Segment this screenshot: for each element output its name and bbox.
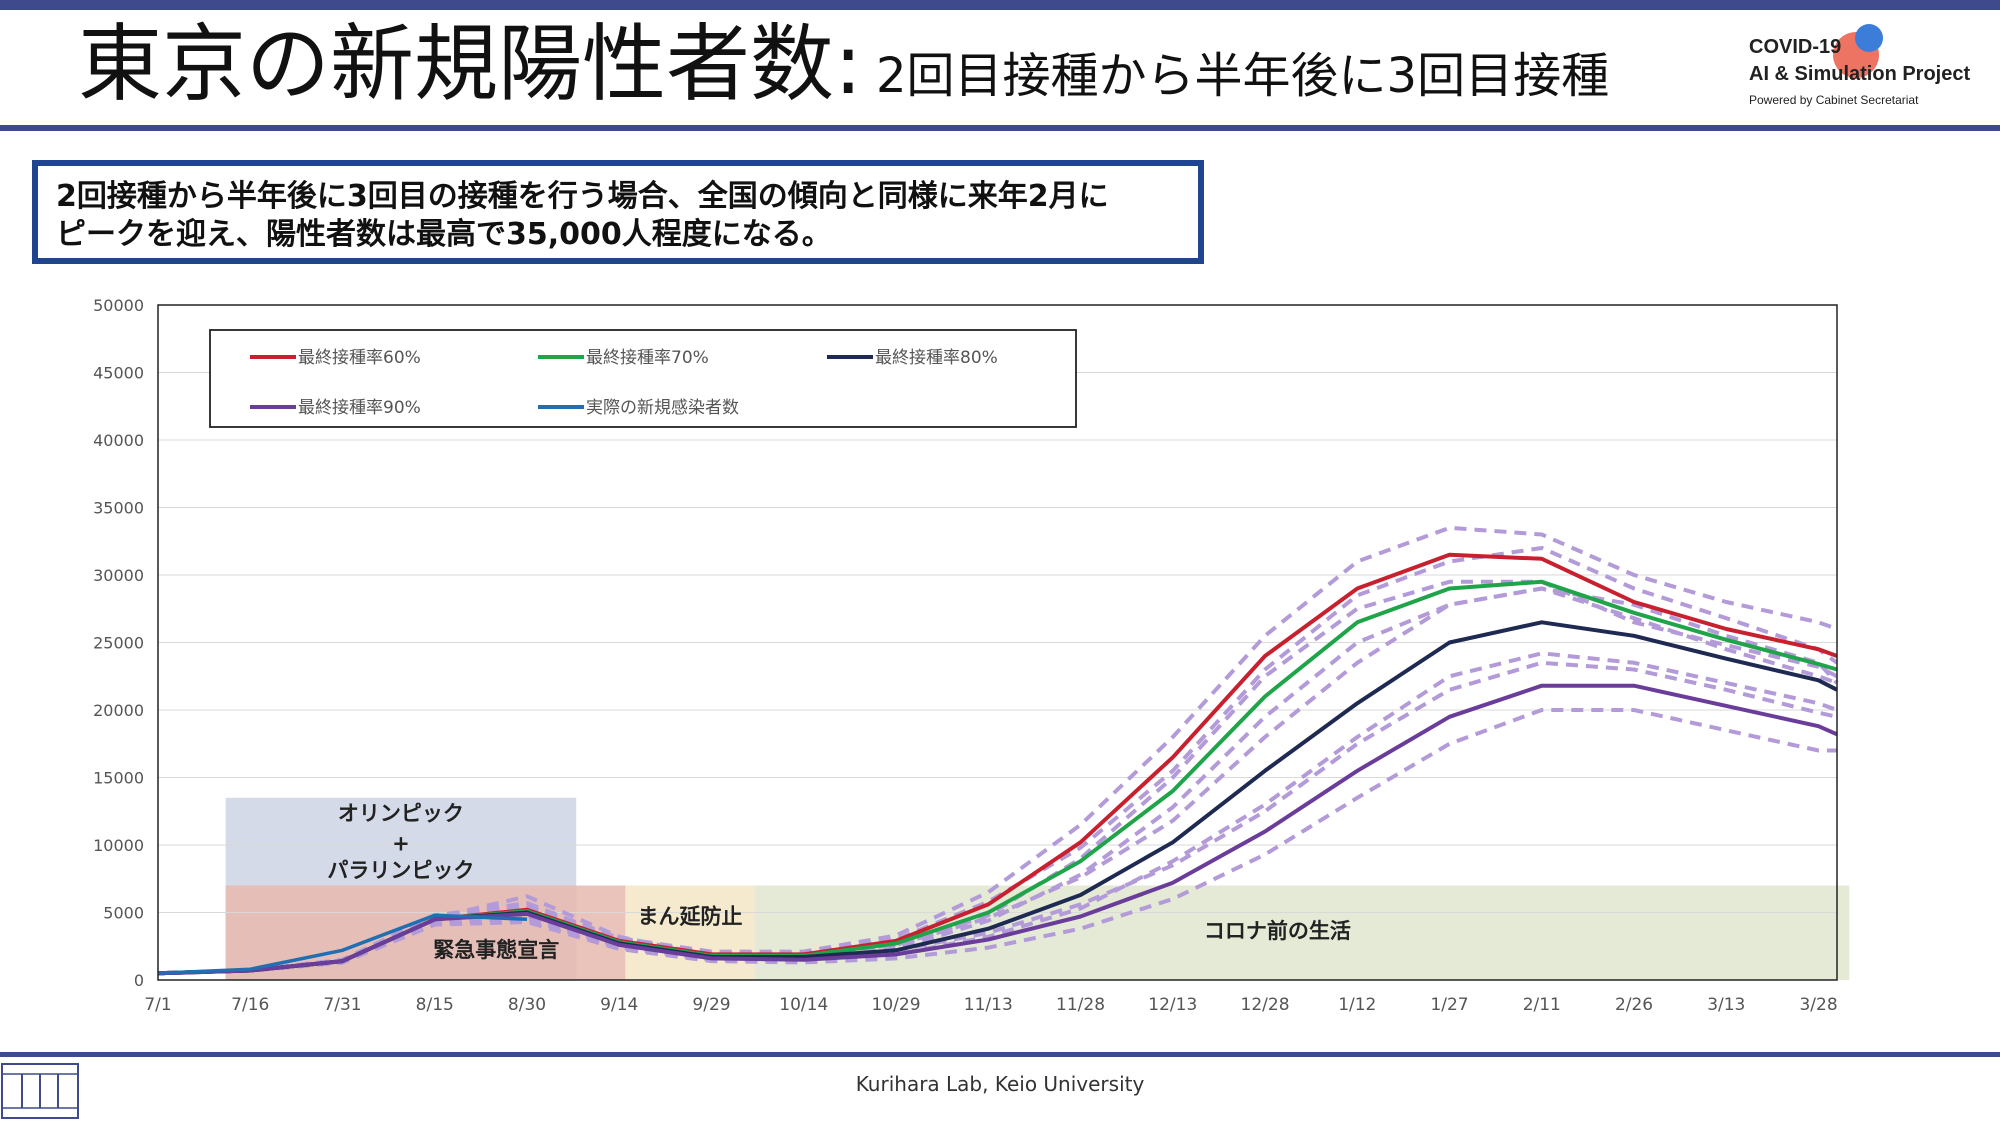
case-projection-chart: 0 5000 10000 15000 20000 25000 30000 35000 40000…	[60, 285, 1940, 1045]
x-tick-label: 7/16	[231, 995, 269, 1015]
plot-border	[157, 304, 1838, 981]
legend-label-actual: 実際の新規感染者数	[586, 398, 739, 418]
logo-line-2: AI & Simulation Project	[1749, 63, 1971, 85]
x-tick-label: 9/29	[692, 995, 730, 1015]
summary-line-1: 2回接種から半年後に3回目の接種を行う場合、全国の傾向と同様に来年2月に	[56, 179, 1109, 214]
x-tick-label: 12/13	[1148, 995, 1197, 1015]
title-divider	[0, 125, 2000, 131]
x-tick-label: 3/13	[1707, 995, 1745, 1015]
olympics-label-1: オリンピック	[338, 802, 464, 826]
summary-text: 2回接種から半年後に3回目の接種を行う場合、全国の傾向と同様に来年2月に ピーク…	[56, 178, 1109, 254]
region-preventive	[625, 885, 755, 980]
y-tick-label: 10000	[93, 836, 144, 855]
emergency-label: 緊急事態宣言	[433, 938, 559, 962]
lab-logo	[0, 1060, 80, 1122]
x-tick-label: 1/27	[1430, 995, 1468, 1015]
x-tick-label: 11/28	[1056, 995, 1105, 1015]
logo-blue-dot-icon	[1855, 24, 1883, 52]
lab-logo-icon	[1, 1063, 79, 1119]
x-tick-label: 3/28	[1799, 995, 1837, 1015]
project-logo: COVID-19 AI & Simulation Project Powered…	[1745, 24, 1985, 114]
top-accent-bar	[0, 0, 2000, 10]
y-tick-label: 25000	[93, 634, 144, 653]
olympics-label-2: +	[392, 831, 410, 855]
legend-label-rate60: 最終接種率60%	[298, 348, 421, 368]
y-tick-label: 5000	[103, 904, 144, 923]
y-tick-label: 15000	[93, 769, 144, 788]
summary-callout: 2回接種から半年後に3回目の接種を行う場合、全国の傾向と同様に来年2月に ピーク…	[32, 160, 1204, 264]
y-tick-label: 40000	[93, 431, 144, 450]
x-tick-label: 11/13	[964, 995, 1013, 1015]
logo-line-1: COVID-19	[1749, 36, 1842, 58]
footer-credit: Kurihara Lab, Keio University	[855, 1072, 1145, 1096]
legend-label-rate70: 最終接種率70%	[586, 348, 709, 368]
y-tick-label: 0	[134, 971, 144, 990]
y-tick-label: 30000	[93, 566, 144, 585]
series-line-rate90	[157, 683, 1838, 976]
series-line-actual	[157, 913, 528, 976]
olympics-label-3: パラリンピック	[327, 858, 474, 882]
x-tick-label: 2/11	[1523, 995, 1561, 1015]
chart-canvas: 0 5000 10000 15000 20000 25000 30000 35000 40000…	[93, 296, 1850, 1015]
y-tick-label: 50000	[93, 296, 144, 315]
x-tick-label: 9/14	[600, 995, 638, 1015]
normal-life-label: コロナ前の生活	[1204, 919, 1351, 943]
logo-line-3: Powered by Cabinet Secretariat	[1749, 93, 1919, 107]
legend-label-rate90: 最終接種率90%	[298, 398, 421, 418]
summary-line-2: ピークを迎え、陽性者数は最高で35,000人程度になる。	[56, 217, 832, 252]
legend-box	[209, 329, 1077, 428]
preventive-label: まん延防止	[637, 904, 742, 928]
x-tick-label: 10/29	[872, 995, 921, 1015]
x-tick-label: 12/28	[1241, 995, 1290, 1015]
x-tick-label: 7/1	[144, 995, 171, 1015]
band-lower-band90b	[157, 708, 1837, 976]
x-tick-label: 8/30	[508, 995, 546, 1015]
footer-divider	[0, 1052, 2000, 1057]
y-tick-label: 35000	[93, 499, 144, 518]
page-title: 東京の新規陽性者数:	[78, 15, 863, 113]
x-tick-label: 8/15	[416, 995, 454, 1015]
x-tick-label: 2/26	[1615, 995, 1653, 1015]
y-tick-label: 45000	[93, 364, 144, 383]
y-tick-label: 20000	[93, 701, 144, 720]
legend-label-rate80: 最終接種率80%	[875, 348, 998, 368]
page-subtitle: 2回目接種から半年後に3回目接種	[876, 48, 1610, 104]
x-tick-label: 1/12	[1338, 995, 1376, 1015]
x-tick-label: 7/31	[323, 995, 361, 1015]
x-tick-label: 10/14	[779, 995, 828, 1015]
